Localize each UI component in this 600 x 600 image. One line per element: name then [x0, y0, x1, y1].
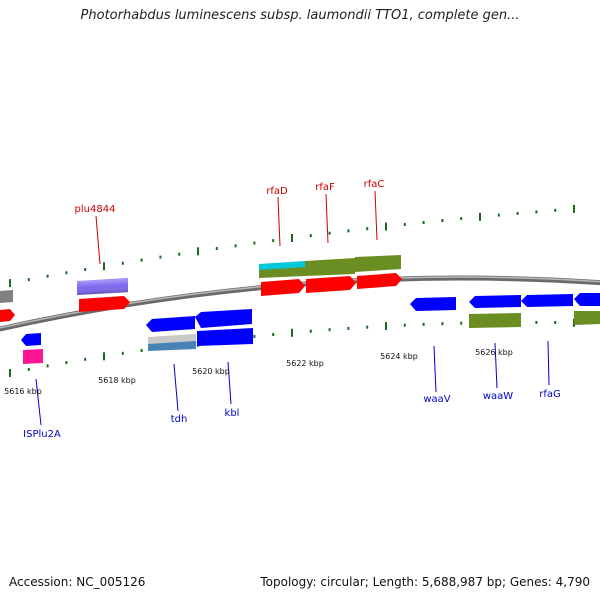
rfaD-feature-green[interactable] [259, 267, 305, 278]
waaV-cds[interactable] [410, 297, 456, 311]
gray-feature[interactable] [0, 290, 13, 303]
gene-label-rfaF[interactable]: rfaF [315, 182, 335, 193]
label-leaders [35, 190, 550, 426]
scale-label: 5622 kbp [286, 359, 324, 368]
topology-text: Topology: circular; Length: 5,688,987 bp… [260, 575, 590, 589]
scale-labels: 5616 kbp 5618 kbp 5620 kbp 5622 kbp 5624… [4, 348, 513, 396]
right-edge-cds[interactable] [574, 293, 600, 306]
right-edge-feature[interactable] [574, 311, 600, 325]
rfaG-cds[interactable] [521, 294, 573, 307]
kbl-cds[interactable] [195, 309, 252, 328]
gene-label-tdh[interactable]: tdh [171, 414, 188, 425]
rfaF-cds[interactable] [306, 276, 356, 293]
ISPlu2A-cds[interactable] [21, 333, 41, 346]
scale-label: 5624 kbp [380, 352, 418, 361]
scale-label: 5620 kbp [192, 367, 230, 376]
gene-labels: plu4844 rfaD rfaF rfaC ISPlu2A tdh kbl w… [23, 179, 561, 440]
gene-label-waaW[interactable]: waaW [483, 391, 513, 402]
rfaF-feature[interactable] [305, 258, 355, 276]
waaW-cds[interactable] [469, 295, 521, 308]
reverse-features [21, 293, 600, 364]
gene-label-rfaD[interactable]: rfaD [266, 186, 288, 197]
forward-tick-row [9, 204, 575, 288]
plu4844-cds[interactable] [79, 296, 130, 312]
tdh-feature-steel[interactable] [148, 341, 196, 351]
scale-label: 5616 kbp [4, 387, 42, 396]
waaW-feature[interactable] [469, 313, 521, 328]
map-title: Photorhabdus luminescens subsp. laumondi… [80, 8, 520, 23]
scale-label: 5618 kbp [98, 376, 136, 385]
rfaC-cds[interactable] [357, 273, 402, 289]
forward-features [0, 255, 402, 322]
gene-label-rfaC[interactable]: rfaC [364, 179, 385, 190]
gene-label-kbl[interactable]: kbl [225, 408, 240, 419]
gene-label-rfaG[interactable]: rfaG [539, 389, 561, 400]
rfaD-cds[interactable] [261, 279, 305, 296]
ISPlu2A-feature[interactable] [23, 349, 43, 364]
gene-label-plu4844[interactable]: plu4844 [75, 204, 116, 215]
gene-label-ISPlu2A[interactable]: ISPlu2A [23, 429, 61, 440]
accession-text: Accession: NC_005126 [9, 575, 146, 589]
rfaC-feature[interactable] [355, 255, 401, 272]
scale-label: 5626 kbp [475, 348, 513, 357]
kbl-feature[interactable] [197, 328, 253, 346]
tdh-cds[interactable] [146, 316, 195, 332]
cds-left-edge[interactable] [0, 309, 15, 322]
gene-label-waaV[interactable]: waaV [423, 394, 450, 405]
